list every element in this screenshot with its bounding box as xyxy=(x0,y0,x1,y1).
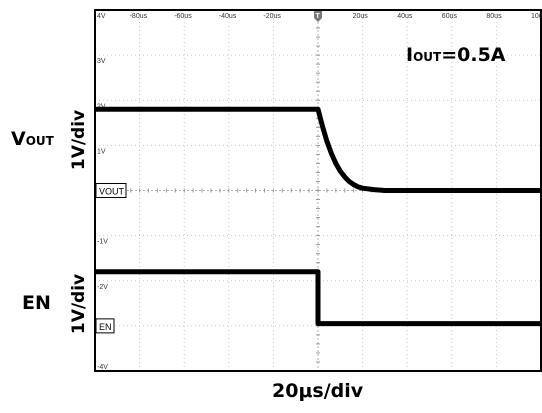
x-tick-label: -20us xyxy=(263,13,281,20)
marker-text-vout: VOUT xyxy=(99,187,125,197)
x-tick-label: 100us xyxy=(531,13,542,20)
vout-channel-label: VOUT xyxy=(11,128,54,150)
y-tick-label: -1V xyxy=(97,239,108,246)
x-tick-label: 60us xyxy=(442,13,458,20)
y-tick-label: 3V xyxy=(97,58,106,65)
y-tick-label: 1V xyxy=(97,148,106,155)
x-tick-labels: -80us -60us -40us -20us 20us 40us 60us 80us 100u… xyxy=(130,13,542,20)
y-tick-label: -2V xyxy=(97,284,108,291)
x-tick-label: -80us xyxy=(130,13,148,20)
marker-box-en xyxy=(95,318,115,334)
y-tick-label: 4V xyxy=(97,13,106,20)
x-tick-label: -40us xyxy=(219,13,237,20)
annotation-sub: OUT xyxy=(413,50,442,64)
trigger-marker-text: T xyxy=(316,13,321,20)
trace-vout xyxy=(95,106,541,193)
y-tick-labels: 4V 3V 2V 1V -1V -2V -4V xyxy=(97,13,108,371)
x-tick-label: 80us xyxy=(486,13,502,20)
y-tick-label: -4V xyxy=(97,364,108,371)
trigger-marker xyxy=(314,11,322,22)
time-div-label: 20μs/div xyxy=(272,380,364,402)
annotation-prefix: I xyxy=(406,44,414,66)
annotation-suffix: =0.5A xyxy=(441,44,506,66)
annotation-iout: IOUT=0.5A xyxy=(406,44,506,66)
x-tick-label: 20us xyxy=(353,13,369,20)
trigger-marker-group: T xyxy=(314,11,322,22)
vdiv-top-label: 1V/div xyxy=(69,109,89,171)
marker-text-en: EN xyxy=(99,322,112,332)
trace-en xyxy=(95,269,541,327)
vout-label-sub: OUT xyxy=(25,134,54,148)
x-tick-label: -60us xyxy=(174,13,192,20)
x-tick-label: 40us xyxy=(397,13,413,20)
en-channel-label: EN xyxy=(22,292,51,314)
channel-markers: VOUT EN xyxy=(95,183,127,334)
marker-box-vout xyxy=(95,183,127,198)
y-tick-label: 2V xyxy=(97,103,106,110)
vdiv-bottom-label: 1V/div xyxy=(69,273,89,335)
traces xyxy=(95,106,541,327)
vout-label-prefix: V xyxy=(11,128,26,150)
